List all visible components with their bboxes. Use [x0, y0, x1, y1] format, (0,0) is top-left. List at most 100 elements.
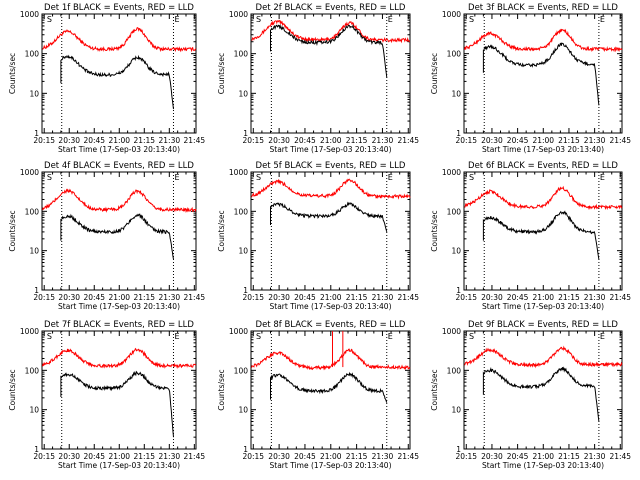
x-tick-label: 21:15	[558, 136, 580, 145]
x-tick-label: 21:45	[397, 452, 419, 461]
marker-e: E	[600, 15, 605, 24]
x-axis-label: Start Time (17-Sep-03 20:13:40)	[482, 302, 604, 311]
panel-5: Det 5f BLACK = Events, RED = LLD 1 10 100 10…	[217, 161, 419, 311]
marker-e: E	[388, 15, 393, 24]
marker-s: S	[47, 173, 52, 182]
x-tick-label: 21:30	[372, 136, 394, 145]
lld-series-line	[464, 185, 623, 211]
y-tick-label: 100	[234, 366, 249, 375]
x-tick-label: 20:45	[507, 452, 529, 461]
x-tick-label: 20:45	[507, 136, 529, 145]
events-series-line	[60, 213, 174, 260]
y-tick-label: 10	[238, 89, 248, 98]
events-series-line	[270, 371, 388, 403]
marker-s: S	[469, 15, 474, 24]
x-tick-label: 20:15	[455, 452, 477, 461]
x-tick-label: 20:30	[481, 136, 503, 145]
y-tick-label: 100	[447, 50, 462, 59]
y-axis-label: Counts/sec	[8, 210, 17, 251]
marker-s: S	[469, 173, 474, 182]
y-tick-label: 10	[29, 406, 39, 415]
events-series-line	[60, 54, 174, 110]
x-axis-label: Start Time (17-Sep-03 20:13:40)	[58, 461, 180, 470]
events-series-line	[482, 366, 600, 422]
y-tick-label: 1	[34, 445, 39, 454]
lld-series-line	[42, 188, 197, 214]
marker-s: S	[256, 15, 261, 24]
x-tick-label: 20:30	[268, 136, 290, 145]
x-tick-label: 21:00	[108, 293, 130, 302]
x-tick-label: 20:15	[242, 293, 264, 302]
lld-series-line	[42, 27, 197, 53]
y-tick-label: 10	[451, 247, 461, 256]
x-axis-label: Start Time (17-Sep-03 20:13:40)	[58, 145, 180, 154]
x-tick-label: 21:15	[558, 452, 580, 461]
y-tick-label: 10	[451, 406, 461, 415]
y-tick-label: 1000	[20, 168, 39, 177]
y-axis-label: Counts/sec	[430, 369, 439, 410]
x-axis-label: Start Time (17-Sep-03 20:13:40)	[270, 461, 392, 470]
x-tick-label: 21:15	[346, 452, 368, 461]
panel-title: Det 8f BLACK = Events, RED = LLD	[256, 320, 406, 330]
x-tick-label: 21:15	[346, 136, 368, 145]
y-tick-label: 100	[25, 50, 40, 59]
y-tick-label: 100	[25, 207, 40, 216]
y-tick-label: 1	[456, 445, 461, 454]
x-tick-label: 21:30	[159, 293, 181, 302]
lld-series-line	[464, 28, 623, 53]
x-tick-label: 21:30	[159, 136, 181, 145]
y-axis-label: Counts/sec	[8, 53, 17, 94]
x-tick-label: 21:30	[584, 452, 606, 461]
lld-series-line	[251, 178, 411, 200]
panel-title: Det 9f BLACK = Events, RED = LLD	[468, 320, 618, 330]
marker-e: E	[600, 173, 605, 182]
y-axis-label: Counts/sec	[217, 210, 226, 251]
marker-s: S	[256, 332, 261, 341]
panel-9: Det 9f BLACK = Events, RED = LLD 1 10 100 10…	[430, 320, 631, 470]
plot-frame	[463, 13, 623, 134]
panel-title: Det 3f BLACK = Events, RED = LLD	[468, 3, 618, 13]
x-tick-label: 20:30	[481, 452, 503, 461]
panel-2: Det 2f BLACK = Events, RED = LLD 1 10 100 10…	[217, 3, 419, 154]
panel-title: Det 7f BLACK = Events, RED = LLD	[44, 320, 194, 330]
x-tick-label: 20:15	[242, 136, 264, 145]
y-tick-label: 1000	[442, 10, 461, 19]
y-axis-label: Counts/sec	[8, 369, 17, 410]
y-tick-label: 1	[456, 286, 461, 295]
lld-series-line	[42, 347, 196, 370]
y-axis-label: Counts/sec	[217, 369, 226, 410]
marker-s: S	[469, 332, 474, 341]
marker-e: E	[174, 332, 179, 341]
y-tick-label: 100	[25, 366, 40, 375]
x-tick-label: 21:00	[320, 136, 342, 145]
x-tick-label: 21:30	[372, 293, 394, 302]
y-axis-label: Counts/sec	[217, 53, 226, 94]
panel-title: Det 5f BLACK = Events, RED = LLD	[256, 161, 406, 171]
marker-e: E	[600, 332, 605, 341]
marker-e: E	[174, 15, 179, 24]
y-tick-label: 1	[243, 129, 248, 138]
x-tick-label: 20:45	[294, 452, 316, 461]
x-tick-label: 21:45	[397, 293, 419, 302]
x-tick-label: 21:45	[184, 452, 206, 461]
x-tick-label: 21:15	[558, 293, 580, 302]
x-tick-label: 20:45	[507, 293, 529, 302]
y-tick-label: 1000	[20, 327, 39, 336]
x-tick-label: 21:00	[320, 293, 342, 302]
x-tick-label: 21:45	[397, 136, 419, 145]
x-tick-label: 21:15	[133, 452, 155, 461]
marker-s: S	[47, 15, 52, 24]
x-tick-label: 21:30	[159, 452, 181, 461]
marker-e: E	[388, 332, 393, 341]
panel-6: Det 6f BLACK = Events, RED = LLD 1 10 100 10…	[430, 161, 631, 311]
y-tick-label: 1000	[229, 10, 248, 19]
y-tick-label: 10	[238, 406, 248, 415]
x-tick-label: 21:45	[609, 452, 631, 461]
x-tick-label: 20:30	[268, 293, 290, 302]
y-tick-label: 100	[234, 50, 249, 59]
x-tick-label: 20:15	[455, 136, 477, 145]
y-axis-label: Counts/sec	[430, 53, 439, 94]
x-tick-label: 20:15	[242, 452, 264, 461]
events-series-line	[270, 23, 388, 78]
